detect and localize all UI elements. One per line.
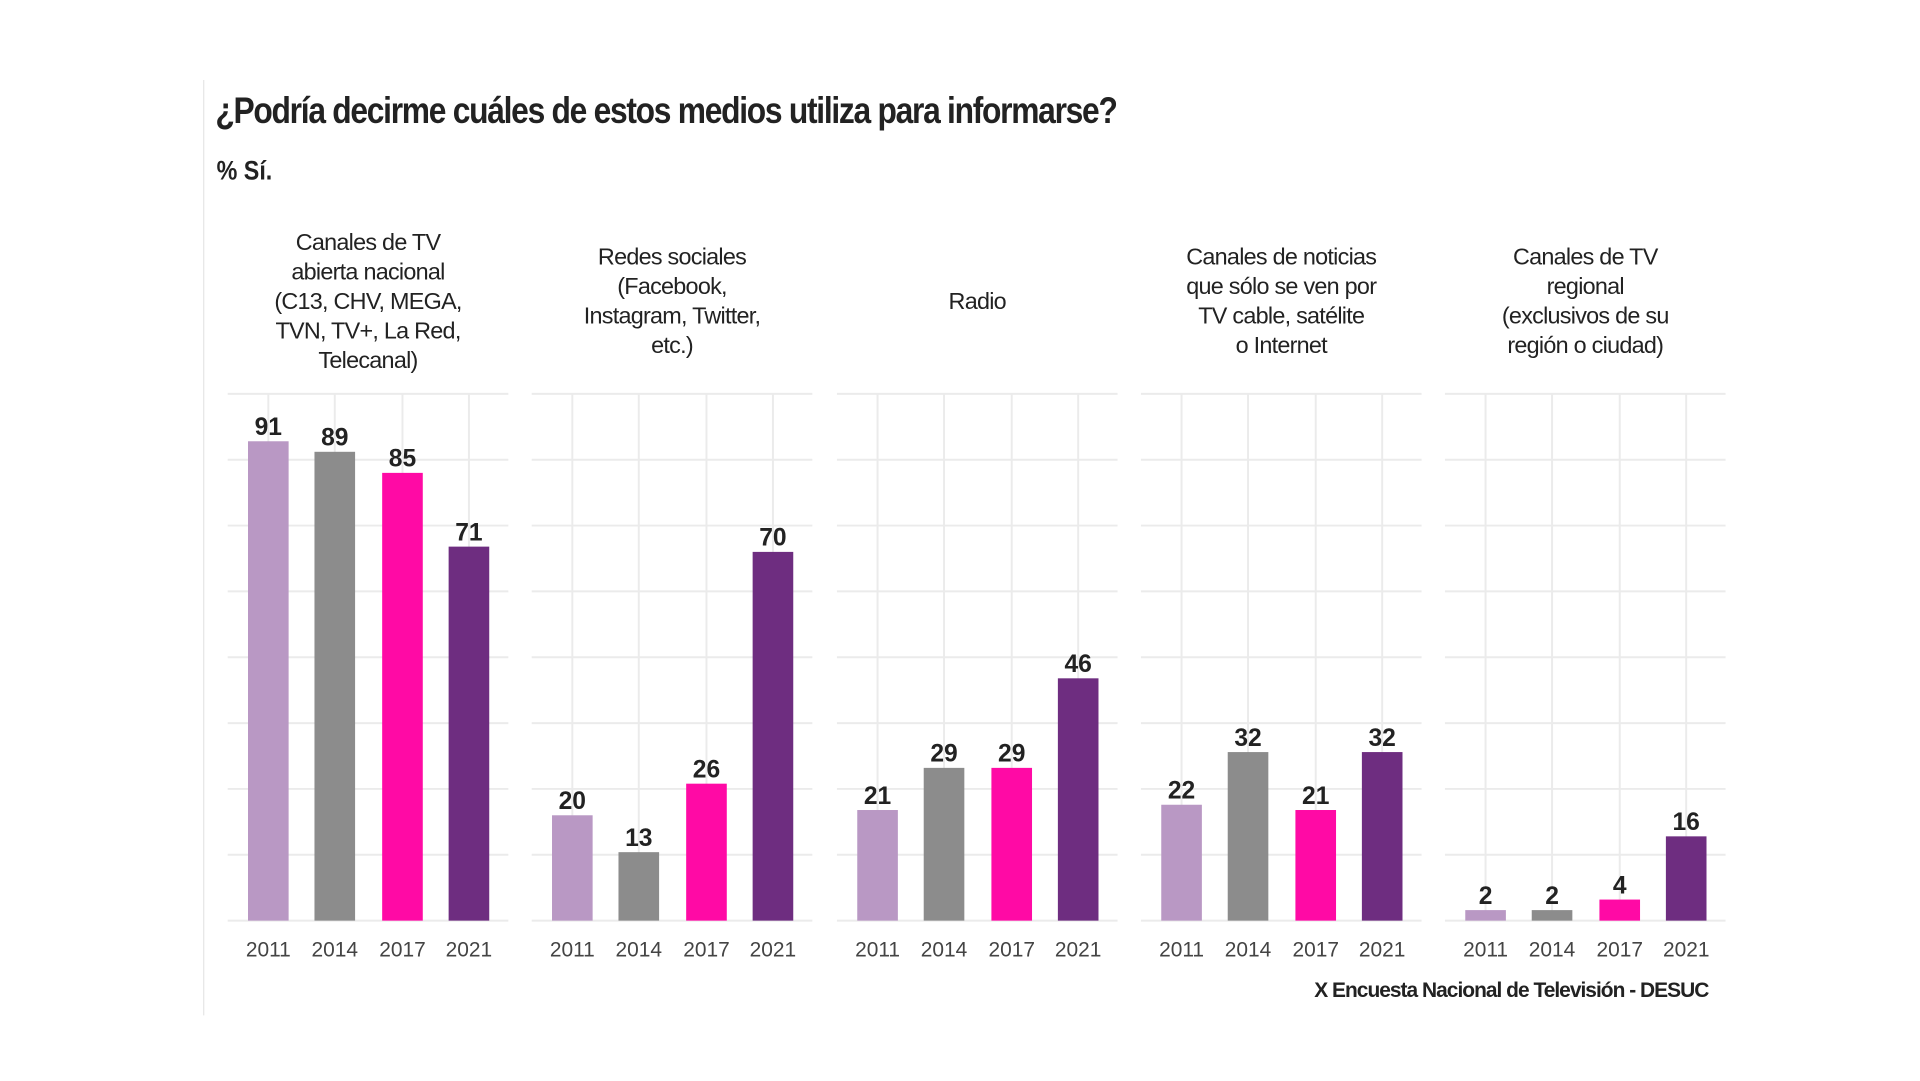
x-tick-label: 2011 (1463, 938, 1508, 961)
data-label: 22 (1168, 778, 1195, 805)
facet-label: Canales de TV (296, 229, 442, 255)
facet-label: TVN, TV+, La Red, (275, 317, 460, 343)
facet-label: Canales de TV (1513, 244, 1659, 270)
data-label: 2 (1545, 883, 1559, 910)
bar-2021 (1057, 678, 1099, 921)
data-label: 13 (625, 825, 652, 852)
data-label: 46 (1064, 651, 1091, 678)
data-label: 32 (1369, 725, 1396, 752)
data-label: 29 (998, 741, 1025, 768)
x-tick-label: 2014 (1529, 938, 1576, 961)
bar-2017 (686, 783, 727, 921)
x-tick-label: 2021 (750, 938, 797, 961)
data-label: 4 (1613, 872, 1627, 899)
x-tick-label: 2014 (1225, 938, 1272, 961)
data-label: 71 (455, 519, 482, 546)
bar-2011 (857, 810, 898, 921)
facet-label: Telecanal) (318, 347, 417, 373)
chart-title: ¿Podría decirme cuáles de estos medios u… (215, 91, 1117, 132)
x-tick-label: 2014 (921, 938, 968, 961)
facet-label: regional (1547, 273, 1624, 299)
bar-2021 (1361, 752, 1403, 921)
data-label: 20 (559, 788, 586, 815)
x-tick-label: 2011 (855, 938, 900, 961)
data-label: 89 (321, 425, 348, 452)
facet-label: Canales de noticias (1186, 244, 1376, 270)
bar-2021 (752, 551, 794, 921)
x-tick-label: 2021 (446, 938, 493, 961)
x-tick-label: 2017 (1596, 938, 1643, 961)
x-tick-label: 2017 (1292, 938, 1339, 961)
data-label: 70 (759, 525, 786, 552)
x-tick-label: 2021 (1663, 938, 1710, 961)
x-tick-label: 2011 (550, 938, 595, 961)
source-caption: X Encuesta Nacional de Televisión - DESU… (1314, 978, 1709, 1002)
bar-2011 (552, 815, 593, 921)
data-label: 91 (255, 414, 282, 441)
x-tick-label: 2014 (616, 938, 663, 961)
x-tick-label: 2011 (246, 938, 291, 961)
facet-label: (Facebook, (617, 273, 727, 299)
facet-label: Radio (949, 288, 1007, 314)
data-label: 21 (864, 783, 891, 810)
data-label: 16 (1673, 809, 1700, 836)
x-tick-label: 2017 (988, 938, 1035, 961)
facet-label: etc.) (651, 332, 693, 358)
bar-2014 (618, 852, 660, 921)
facet-label: (C13, CHV, MEGA, (274, 288, 461, 314)
bar-2014 (314, 451, 356, 921)
bar-2017 (1295, 810, 1337, 921)
left-border (203, 80, 205, 1016)
facet-label: o Internet (1236, 332, 1329, 358)
bar-2014 (1531, 910, 1573, 921)
bar-2014 (923, 767, 965, 921)
x-tick-label: 2017 (379, 938, 426, 961)
bar-2014 (1227, 752, 1269, 921)
bar-2011 (1161, 804, 1202, 921)
bar-2017 (382, 472, 423, 921)
x-tick-label: 2021 (1055, 938, 1102, 961)
data-label: 29 (930, 741, 957, 768)
data-label: 2 (1479, 883, 1493, 910)
facet-label: Instagram, Twitter, (584, 303, 761, 329)
bar-2021 (448, 546, 490, 921)
data-label: 32 (1234, 725, 1261, 752)
bar-2017 (991, 767, 1033, 921)
x-tick-label: 2021 (1359, 938, 1406, 961)
facet-label: Redes sociales (598, 244, 746, 270)
facet-label: TV cable, satélite (1198, 303, 1364, 329)
x-tick-label: 2014 (312, 938, 359, 961)
facet-label: región o ciudad) (1507, 332, 1663, 358)
data-label: 26 (693, 757, 720, 784)
facet-label: (exclusivos de su (1502, 303, 1669, 329)
bar-2017 (1599, 899, 1641, 921)
bar-2021 (1665, 836, 1707, 921)
data-label: 21 (1302, 783, 1329, 810)
x-tick-label: 2017 (683, 938, 730, 961)
facet-label: que sólo se ven por (1186, 273, 1377, 299)
bar-2011 (1465, 910, 1506, 921)
facet-label: abierta nacional (291, 258, 444, 284)
x-tick-label: 2011 (1159, 938, 1204, 961)
bar-2011 (248, 441, 289, 921)
chart-subtitle: % Sí. (216, 155, 273, 186)
data-label: 85 (389, 446, 416, 473)
